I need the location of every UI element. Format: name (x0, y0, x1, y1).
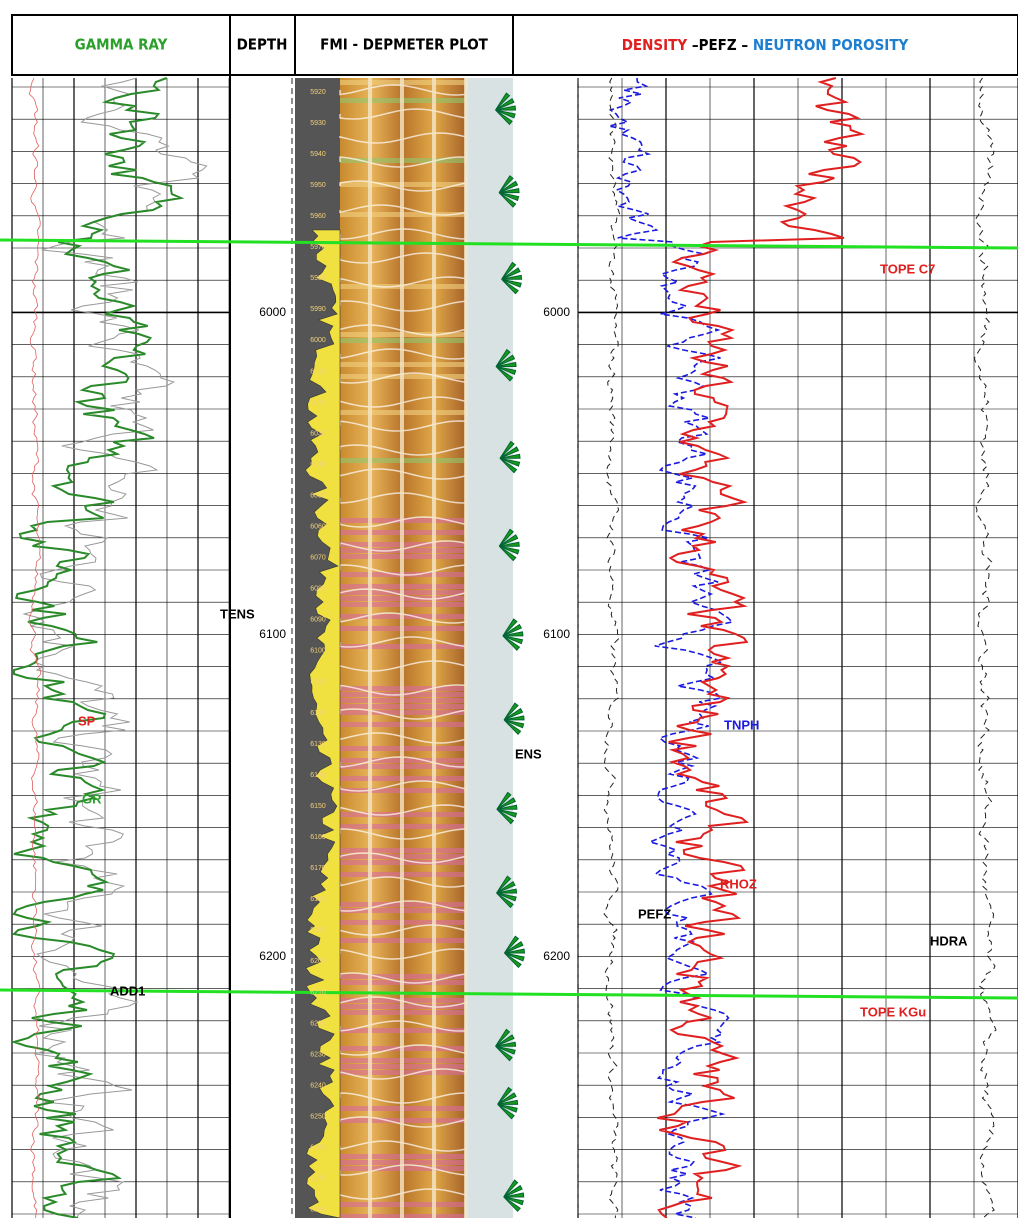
fmi-depth-label: 6090 (310, 617, 326, 624)
well-log: GAMMA RAY DEPTH FMI - DEPMETER PLOT DENS… (0, 0, 1018, 1218)
fmi-depth-label: 6080 (310, 586, 326, 593)
depth-label: 6000 (543, 305, 570, 319)
fmi-depth-label: 6180 (310, 896, 326, 903)
fmi-depth-label: 6020 (310, 399, 326, 406)
fmi-depth-label: 6170 (310, 865, 326, 872)
depth-label: 6200 (543, 949, 570, 963)
curve-label: PEFZ (638, 906, 671, 921)
tracks (295, 78, 524, 1218)
fmi-pad-gap (368, 78, 372, 1218)
depth-label: 6100 (543, 627, 570, 641)
fmi-depth-label: 6220 (310, 1020, 326, 1027)
depth-label: 6100 (259, 627, 286, 641)
fmi-depth-label: 6150 (310, 803, 326, 810)
fmi-depth-label: 6250 (310, 1113, 326, 1120)
fmi-depth-label: 6230 (310, 1051, 326, 1058)
fmi-depth-label: 6270 (310, 1176, 326, 1183)
fmi-depth-label: 6160 (310, 834, 326, 841)
header-title: DENSITY –PEFZ – NEUTRON POROSITY (622, 36, 909, 54)
fmi-depth-label: 6050 (310, 492, 326, 499)
fmi-pad-gap (432, 78, 436, 1218)
depth-label: 6200 (259, 949, 286, 963)
curve-label: SP (78, 713, 96, 728)
fmi-depth-label: 6200 (310, 958, 326, 965)
header-density: DENSITY (622, 36, 688, 54)
fmi-depth-label: 6120 (310, 710, 326, 717)
fmi-depth-label: 6100 (310, 648, 326, 655)
curve-label: RHOZ (720, 876, 757, 891)
fmi-depth-label: 5930 (310, 120, 326, 127)
fmi-depth-label: 6190 (310, 927, 326, 934)
dip-track (465, 78, 513, 1218)
fmi-depth-label: 6130 (310, 741, 326, 748)
fmi-depth-label: 6260 (310, 1145, 326, 1152)
fmi-depth-label: 6030 (310, 430, 326, 437)
fmi-pad-gap (400, 78, 404, 1218)
curve-label: GR (82, 791, 102, 806)
fmi-depth-label: 5980 (310, 275, 326, 282)
fmi-depth-label: 5940 (310, 151, 326, 158)
header-title: FMI - DEPMETER PLOT (320, 36, 489, 54)
top-label: TOPE C7 (880, 261, 935, 276)
top-label: TOPE KGu (860, 1004, 926, 1019)
fmi-depth-label: 6280 (310, 1207, 326, 1214)
header-neutron: NEUTRON POROSITY (753, 36, 909, 54)
header-pefz: –PEFZ – (687, 36, 753, 54)
fmi-depth-label: 6010 (310, 368, 326, 375)
curve-label: ENS (515, 746, 542, 761)
fmi-depth-label: 6000 (310, 337, 326, 344)
fmi-depth-label: 5950 (310, 182, 326, 189)
fmi-depth-label: 5970 (310, 244, 326, 251)
header-title: GAMMA RAY (75, 36, 168, 54)
fmi-depth-label: 5990 (310, 306, 326, 313)
curve-label: TENS (220, 606, 255, 621)
fmi-depth-label: 5920 (310, 89, 326, 96)
fmi-depth-label: 6110 (310, 679, 325, 686)
curve-label: ADD1 (110, 983, 145, 998)
fmi-depth-label: 6060 (310, 524, 326, 531)
fmi-depth-label: 6240 (310, 1082, 326, 1089)
fmi-depth-label: 6210 (310, 989, 326, 996)
fmi-depth-label: 6140 (310, 772, 326, 779)
header-title: DEPTH (237, 36, 288, 54)
fmi-pad-gap (464, 78, 468, 1218)
curve-label: TNPH (724, 717, 759, 732)
depth-label: 6000 (259, 305, 286, 319)
fmi-depth-label: 6040 (310, 461, 326, 468)
fmi-depth-label: 5960 (310, 213, 326, 220)
fmi-depth-label: 6070 (310, 555, 326, 562)
curve-label: HDRA (930, 933, 968, 948)
